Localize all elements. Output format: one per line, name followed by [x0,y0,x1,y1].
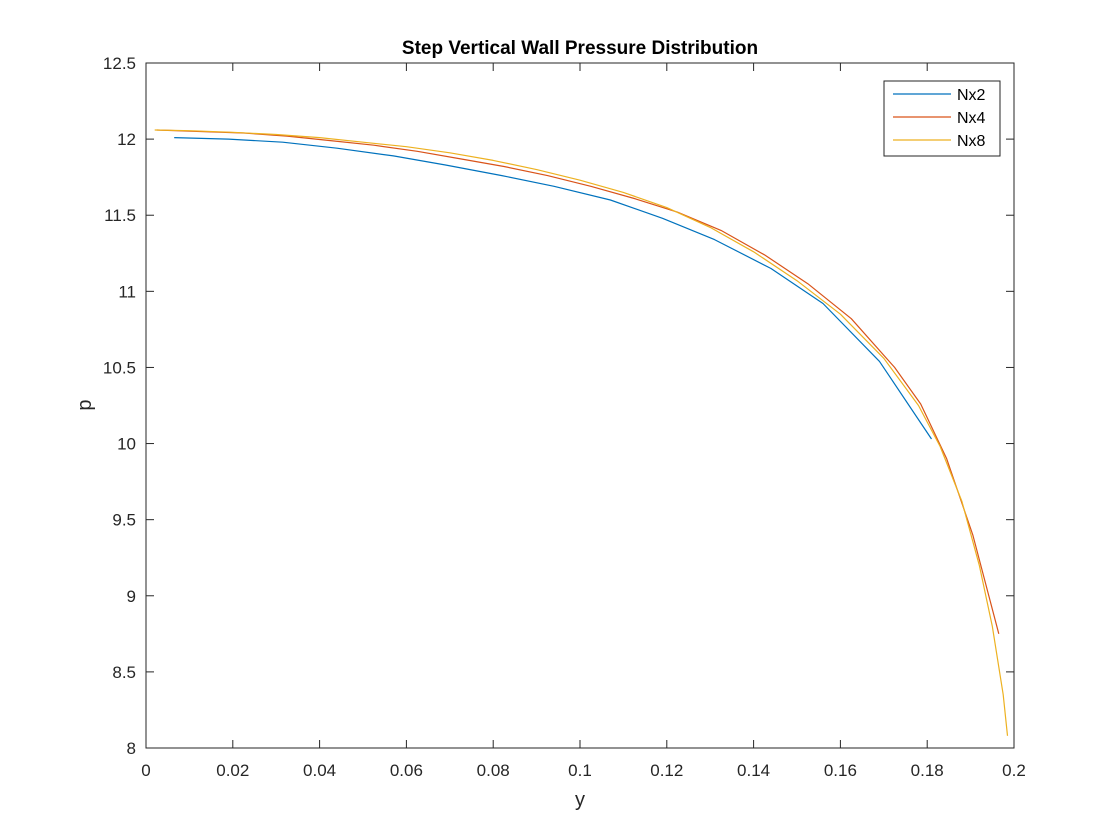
y-tick-label: 12 [117,130,136,149]
x-tick-label: 0.08 [477,761,510,780]
y-tick-label: 11 [118,282,136,301]
series-line-nx8 [154,129,1009,736]
y-tick-label: 8 [127,739,136,758]
y-tick-label: 10.5 [103,358,136,377]
x-tick-label: 0.18 [911,761,944,780]
plot-area [146,63,1014,748]
x-axis-label: y [575,789,585,811]
series-layer [154,129,1009,736]
x-tick-label: 0.1 [568,761,592,780]
y-tick-label: 11.5 [104,206,136,225]
y-tick-label: 9.5 [112,511,136,530]
legend-label-nx4: Nx4 [957,110,986,127]
x-tick-label: 0.12 [650,761,683,780]
y-axis-label: p [74,399,96,410]
y-tick-label: 12.5 [103,54,136,73]
x-tick-label: 0.02 [216,761,249,780]
x-tick-label: 0.16 [824,761,857,780]
series-line-nx4 [156,129,1000,634]
series-line-nx2 [174,137,932,440]
legend-label-nx2: Nx2 [957,87,986,104]
y-tick-label: 8.5 [112,663,136,682]
x-tick-label: 0.04 [303,761,336,780]
legend-items: Nx2 Nx4 Nx8 [893,87,986,150]
legend-label-nx8: Nx8 [957,133,986,150]
legend: Nx2 Nx4 Nx8 [883,80,1001,157]
x-tick-label: 0.06 [390,761,423,780]
x-tick-label: 0.14 [737,761,770,780]
y-tick-label: 10 [117,435,136,454]
x-tick-label: 0 [141,761,150,780]
ticks-layer: 0 0.02 0.04 0.06 0.08 0.1 0.12 0.14 0.16 0.18 0.2 8… [103,54,1026,780]
chart-title: Step Vertical Wall Pressure Distribution [402,38,758,59]
y-tick-label: 9 [127,587,136,606]
x-tick-label: 0.2 [1002,761,1026,780]
